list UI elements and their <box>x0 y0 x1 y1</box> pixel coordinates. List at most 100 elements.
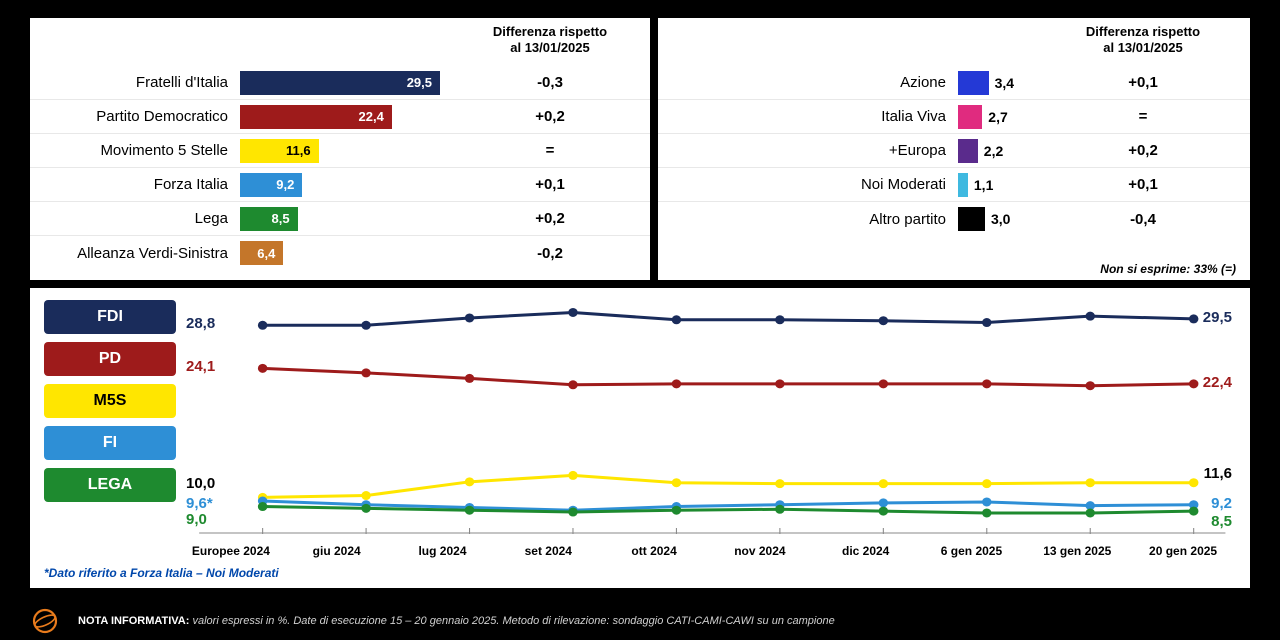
bar-label: Forza Italia <box>30 176 240 193</box>
trend-chart-area <box>178 296 1236 534</box>
diff-value: +0,1 <box>460 176 640 193</box>
trend-footnote: *Dato riferito a Forza Italia – Noi Mode… <box>44 566 279 580</box>
bar-area: 3,4 <box>958 71 1053 95</box>
trend-point <box>672 506 682 515</box>
bar-value: 1,1 <box>974 177 993 193</box>
diff-value: = <box>1053 108 1233 125</box>
trend-point <box>672 315 682 324</box>
x-axis-label: 20 gen 2025 <box>1130 544 1236 558</box>
trend-svg <box>178 296 1236 534</box>
trend-point <box>982 497 992 506</box>
bar-area: 3,0 <box>958 207 1053 231</box>
x-axis-label: lug 2024 <box>390 544 496 558</box>
bar: 8,5 <box>240 207 298 231</box>
bar <box>958 71 989 95</box>
bar-value: 2,2 <box>984 143 1003 159</box>
trend-panel: FDIPDM5SFILEGA 28,824,110,09,6*9,0 29,52… <box>30 288 1250 588</box>
bar-row: Movimento 5 Stelle11,6 = <box>30 134 650 168</box>
panel-minor-parties: Differenza rispetto al 13/01/2025 Azione… <box>658 18 1250 280</box>
trend-point <box>879 498 889 507</box>
swg-logo-icon <box>30 606 60 636</box>
nota-text: valori espressi in %. Date di esecuzione… <box>192 615 834 627</box>
trend-point <box>982 479 992 488</box>
bar-rows-left: Fratelli d'Italia29,5-0,3Partito Democra… <box>30 66 650 270</box>
nota-label: NOTA INFORMATIVA: <box>78 615 189 627</box>
bar-row: +Europa2,2+0,2 <box>658 134 1250 168</box>
bar-label: Movimento 5 Stelle <box>30 142 240 159</box>
trend-point <box>775 315 785 324</box>
trend-point <box>775 479 785 488</box>
nota-informativa: NOTA INFORMATIVA: valori espressi in %. … <box>78 615 835 627</box>
trend-point <box>982 508 992 517</box>
diff-value: -0,4 <box>1053 211 1233 228</box>
trend-line <box>263 507 1194 513</box>
trend-point <box>1085 381 1095 390</box>
trend-point <box>672 379 682 388</box>
bar: 9,2 <box>240 173 302 197</box>
trend-point <box>1189 379 1199 388</box>
trend-point <box>361 368 371 377</box>
diff-value: +0,2 <box>1053 142 1233 159</box>
top-panels: Differenza rispetto al 13/01/2025 Fratel… <box>0 0 1280 286</box>
bar-label: Noi Moderati <box>658 176 958 193</box>
bar-row: Alleanza Verdi-Sinistra6,4-0,2 <box>30 236 650 270</box>
trend-line <box>263 368 1194 385</box>
trend-point <box>465 374 475 383</box>
bar-rows-right: Azione3,4+0,1Italia Viva2,7=+Europa2,2+0… <box>658 66 1250 236</box>
bar <box>958 105 982 129</box>
bar-area: 22,4 <box>240 105 460 129</box>
trend-x-labels: Europee 2024giu 2024lug 2024set 2024ott … <box>178 544 1236 558</box>
trend-point <box>258 502 268 511</box>
bar-area: 2,2 <box>958 139 1053 163</box>
trend-point <box>775 505 785 514</box>
legend-box: M5S <box>44 384 176 418</box>
diff-value: +0,2 <box>460 210 640 227</box>
trend-point <box>1085 508 1095 517</box>
trend-point <box>568 508 578 517</box>
bar-row: Italia Viva2,7= <box>658 100 1250 134</box>
diff-header-line2: al 13/01/2025 <box>510 40 590 55</box>
panel-major-parties: Differenza rispetto al 13/01/2025 Fratel… <box>30 18 650 280</box>
x-axis-label: set 2024 <box>495 544 601 558</box>
legend-box: FDI <box>44 300 176 334</box>
trend-point <box>982 379 992 388</box>
diff-value: -0,3 <box>460 74 640 91</box>
trend-point <box>465 506 475 515</box>
trend-point <box>568 380 578 389</box>
x-axis-label: giu 2024 <box>284 544 390 558</box>
diff-value: +0,1 <box>1053 74 1233 91</box>
bar-area: 11,6 <box>240 139 460 163</box>
trend-point <box>258 364 268 373</box>
bar-area: 1,1 <box>958 173 1053 197</box>
bar-area: 9,2 <box>240 173 460 197</box>
trend-line <box>263 475 1194 497</box>
bar: 6,4 <box>240 241 283 265</box>
diff-value: = <box>460 142 640 159</box>
legend-box: PD <box>44 342 176 376</box>
trend-point <box>879 379 889 388</box>
bar <box>958 173 968 197</box>
bar-row: Lega8,5+0,2 <box>30 202 650 236</box>
bar-label: Italia Viva <box>658 108 958 125</box>
bar-label: Partito Democratico <box>30 108 240 125</box>
bar-label: Alleanza Verdi-Sinistra <box>30 245 240 262</box>
trend-point <box>775 379 785 388</box>
bar: 11,6 <box>240 139 319 163</box>
trend-point <box>258 321 268 330</box>
legend-box: LEGA <box>44 468 176 502</box>
trend-line <box>263 312 1194 325</box>
bar: 22,4 <box>240 105 392 129</box>
trend-point <box>1189 314 1199 323</box>
bar-label: Azione <box>658 74 958 91</box>
trend-point <box>879 316 889 325</box>
trend-point <box>568 471 578 480</box>
x-axis-label: 6 gen 2025 <box>919 544 1025 558</box>
trend-point <box>465 477 475 486</box>
legend-box: FI <box>44 426 176 460</box>
x-axis-label: 13 gen 2025 <box>1024 544 1130 558</box>
bar-area: 29,5 <box>240 71 460 95</box>
diff-header-line2: al 13/01/2025 <box>1103 40 1183 55</box>
trend-point <box>1189 478 1199 487</box>
bar: 29,5 <box>240 71 440 95</box>
diff-header-right: Differenza rispetto al 13/01/2025 <box>1053 24 1233 55</box>
